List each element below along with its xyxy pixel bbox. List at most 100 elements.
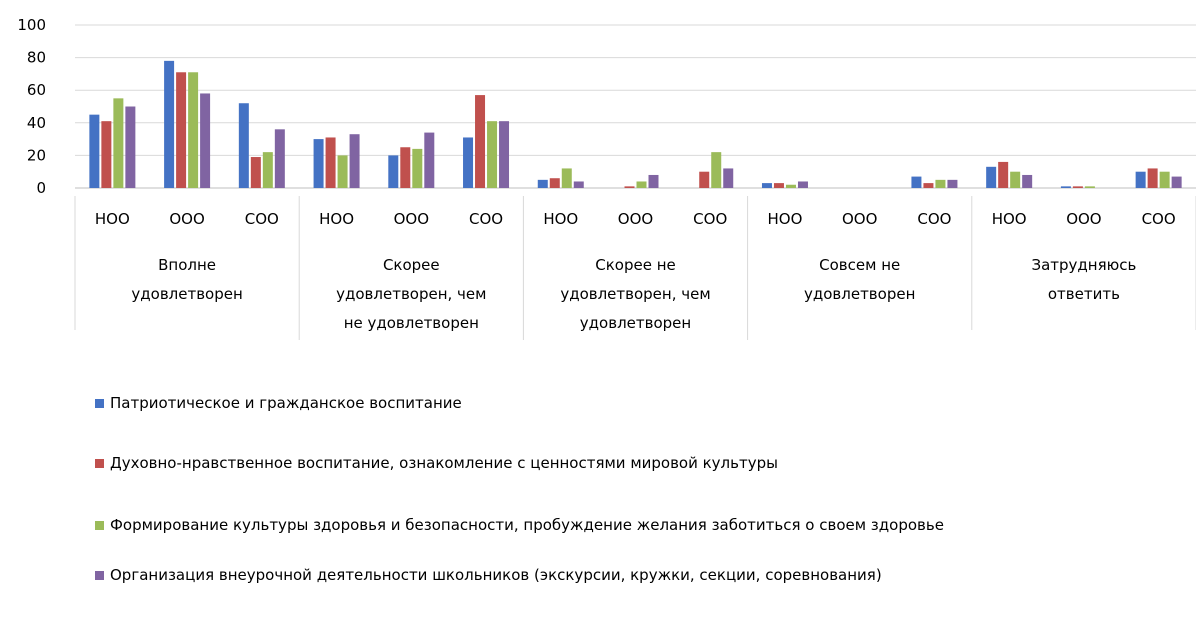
bar — [624, 186, 635, 188]
bar — [238, 103, 249, 188]
x-tick-label: СОО — [917, 210, 951, 228]
legend-item: Духовно-нравственное воспитание, ознаком… — [95, 453, 1160, 473]
bar — [188, 72, 199, 188]
x-tick-label: ООО — [169, 210, 204, 228]
x-group-label: не удовлетворен — [344, 314, 479, 332]
bar — [549, 178, 560, 188]
bar — [475, 95, 486, 188]
y-tick-label: 0 — [36, 179, 46, 197]
bar — [699, 171, 710, 188]
bar — [412, 148, 423, 188]
x-tick-label: СОО — [693, 210, 727, 228]
y-tick-label: 80 — [27, 49, 46, 67]
y-axis: 0 20 40 60 80 100 — [17, 16, 46, 197]
bar — [797, 181, 808, 188]
x-tick-label: НОО — [992, 210, 1027, 228]
bar — [89, 114, 100, 188]
x-group-label: Вполне — [158, 256, 216, 274]
bar — [1072, 186, 1083, 188]
x-tick-label: НОО — [95, 210, 130, 228]
bar — [113, 98, 124, 188]
bar — [761, 183, 772, 188]
bar — [250, 157, 261, 188]
y-tick-label: 100 — [17, 16, 46, 34]
bar — [388, 155, 399, 188]
x-group-label: удовлетворен, чем — [336, 285, 486, 303]
bar — [537, 179, 548, 188]
bar — [200, 93, 211, 188]
legend-item: Патриотическое и гражданское воспитание — [95, 393, 1160, 413]
bar — [349, 134, 360, 188]
bar — [648, 174, 659, 188]
bar — [935, 179, 946, 188]
bar — [1010, 171, 1021, 188]
legend-swatch — [95, 521, 104, 530]
x-group-label: Скорее — [383, 256, 440, 274]
bar — [487, 121, 498, 188]
x-tick-label: СОО — [245, 210, 279, 228]
bar — [1147, 168, 1158, 188]
y-tick-label: 20 — [27, 146, 46, 164]
x-tick-label: СОО — [1142, 210, 1176, 228]
bar — [911, 176, 922, 188]
x-group-label: Совсем не — [819, 256, 900, 274]
x-tick-label: ООО — [618, 210, 653, 228]
bar — [337, 155, 348, 188]
bar — [947, 179, 958, 188]
x-group-label: удовлетворен — [804, 285, 915, 303]
bar — [773, 183, 784, 188]
x-tick-label: НОО — [768, 210, 803, 228]
bar — [636, 181, 647, 188]
legend-swatch — [95, 399, 104, 408]
bar — [998, 161, 1009, 188]
x-axis: НОО ООО СОО НОО ООО СОО НОО ООО СОО НОО ООО СОО НОО О… — [74, 196, 1196, 340]
bar — [1060, 186, 1071, 188]
x-tick-label: ООО — [842, 210, 877, 228]
bars — [89, 60, 1182, 188]
x-tick-label: ООО — [394, 210, 429, 228]
bar — [1159, 171, 1170, 188]
bar — [1022, 174, 1033, 188]
x-tick-label: СОО — [469, 210, 503, 228]
bar — [463, 137, 474, 188]
x-tick-label: НОО — [543, 210, 578, 228]
legend-label: Духовно-нравственное воспитание, ознаком… — [110, 454, 778, 472]
bar — [176, 72, 187, 188]
x-group-label: удовлетворен — [580, 314, 691, 332]
bar — [101, 121, 112, 188]
bar — [711, 152, 722, 188]
bar — [573, 181, 584, 188]
bar — [125, 106, 136, 188]
bar — [424, 132, 435, 188]
bar — [561, 168, 572, 188]
bar — [499, 121, 510, 188]
legend-label: Патриотическое и гражданское воспитание — [110, 394, 462, 412]
legend-swatch — [95, 571, 104, 580]
x-tick-label: ООО — [1066, 210, 1101, 228]
bar — [262, 152, 273, 188]
chart: 0 20 40 60 80 100 НОО ООО СОО НОО ООО СОО НОО ООО СОО… — [17, 16, 1196, 340]
bar — [1171, 176, 1182, 188]
legend-label: Формирование культуры здоровья и безопас… — [110, 516, 944, 534]
bar — [274, 129, 285, 188]
bar — [1084, 186, 1095, 188]
legend-swatch — [95, 459, 104, 468]
bar — [986, 166, 997, 188]
gridlines — [75, 24, 1196, 189]
legend-label: Организация внеурочной деятельности школ… — [110, 566, 882, 584]
x-group-label: ответить — [1048, 285, 1120, 303]
bar — [785, 184, 796, 188]
bar — [313, 139, 324, 188]
y-tick-label: 40 — [27, 114, 46, 132]
x-group-label: удовлетворен, чем — [560, 285, 710, 303]
bar — [1135, 171, 1146, 188]
bar — [325, 137, 336, 188]
bar — [723, 168, 734, 188]
x-group-label: Затрудняюсь — [1031, 256, 1136, 274]
legend-item: Формирование культуры здоровья и безопас… — [95, 515, 1160, 535]
bar — [164, 60, 175, 188]
x-group-label: удовлетворен — [131, 285, 242, 303]
legend-item: Организация внеурочной деятельности школ… — [95, 565, 1110, 585]
bar — [400, 147, 411, 188]
x-tick-label: НОО — [319, 210, 354, 228]
